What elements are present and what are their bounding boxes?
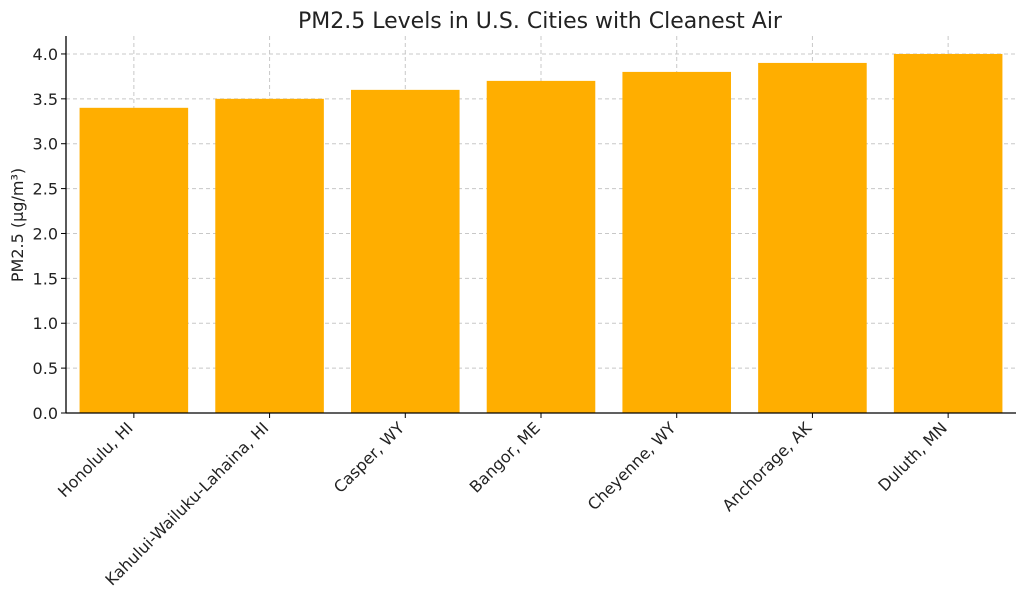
bar xyxy=(622,71,731,414)
y-tick-label: 1.5 xyxy=(33,269,58,288)
chart-title: PM2.5 Levels in U.S. Cities with Cleanes… xyxy=(298,9,783,34)
y-tick-label: 0.5 xyxy=(33,359,58,378)
bar-layer xyxy=(79,53,1003,414)
y-tick-label: 3.5 xyxy=(33,90,58,109)
x-tick-label: Anchorage, AK xyxy=(719,418,816,515)
y-tick-label: 2.5 xyxy=(33,180,58,199)
bar xyxy=(351,89,460,413)
y-tick-label: 2.0 xyxy=(33,224,58,243)
y-tick-label: 0.0 xyxy=(33,404,58,423)
bar xyxy=(486,80,596,413)
x-tick-label: Duluth, MN xyxy=(874,418,951,495)
y-tick-label: 1.0 xyxy=(33,314,58,333)
bar xyxy=(893,53,1003,413)
x-tick-label: Casper, WY xyxy=(330,418,408,496)
x-tick-label: Honolulu, HI xyxy=(54,418,137,501)
x-tick-label: Cheyenne, WY xyxy=(584,418,680,514)
bar xyxy=(79,107,189,414)
y-axis-label: PM2.5 (µg/m³) xyxy=(8,168,27,282)
bar xyxy=(215,98,324,413)
x-tick-label: Kahului-Wailuku-Lahaina, HI xyxy=(101,418,272,589)
y-tick-label: 3.0 xyxy=(33,135,58,154)
bar xyxy=(758,62,867,414)
x-tick-label: Bangor, ME xyxy=(466,418,544,496)
y-tick-label: 4.0 xyxy=(33,45,58,64)
